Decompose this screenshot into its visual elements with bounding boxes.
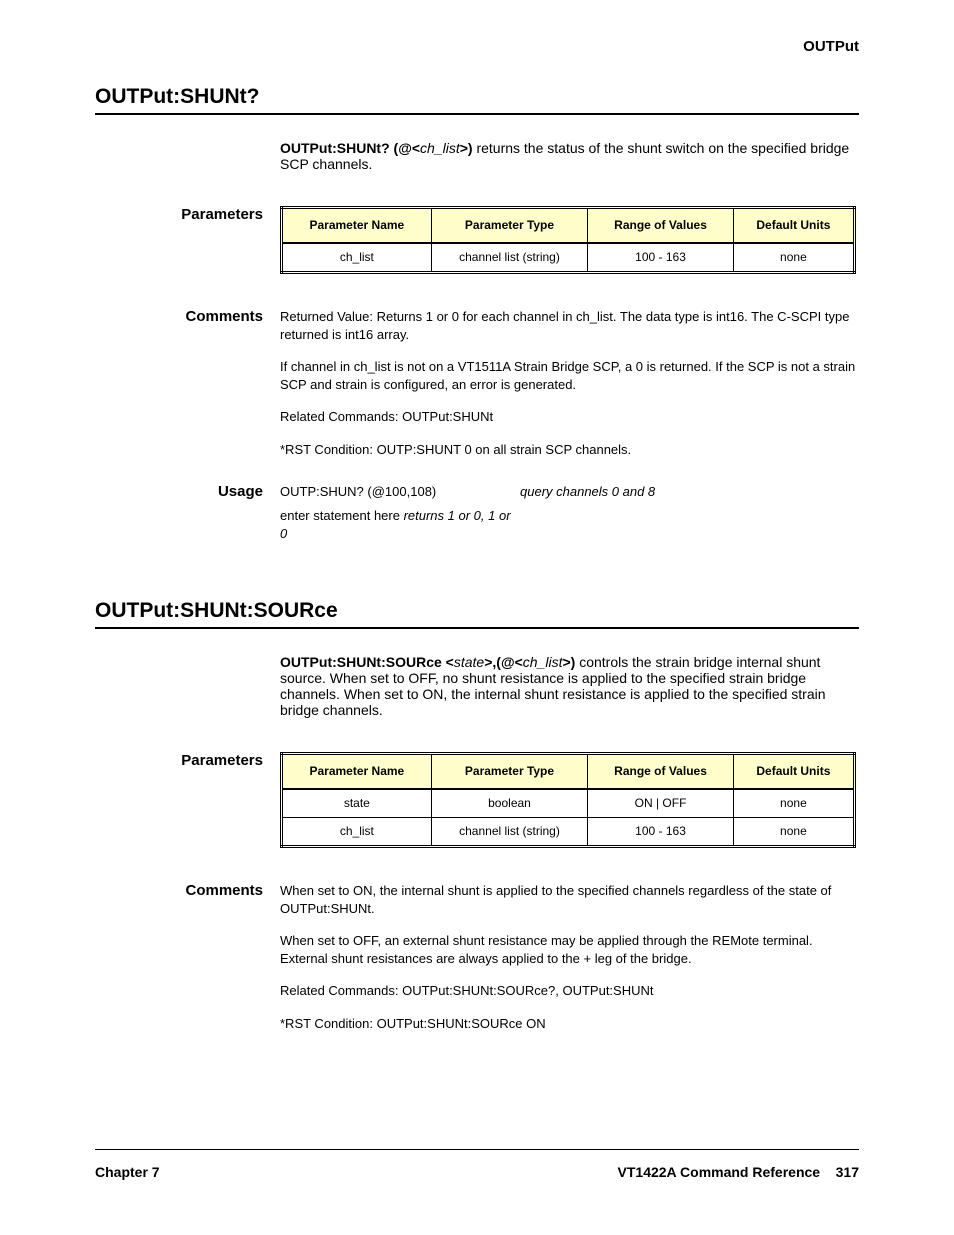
table-header: Default Units bbox=[733, 208, 854, 243]
table-header: Range of Values bbox=[588, 208, 734, 243]
usage-cmd: enter statement here returns 1 or 0, 1 o… bbox=[280, 507, 520, 543]
footer-right: VT1422A Command Reference 317 bbox=[618, 1164, 859, 1180]
usage-cmd: OUTP:SHUN? (@100,108) bbox=[280, 483, 520, 501]
footer-left: Chapter 7 bbox=[95, 1164, 160, 1180]
table-row: ch_list channel list (string) 100 - 163 … bbox=[282, 817, 855, 846]
table-header: Parameter Name bbox=[282, 754, 432, 789]
comment: If channel in ch_list is not on a VT1511… bbox=[280, 358, 859, 394]
table-row: ch_list channel list (string) 100 - 163 … bbox=[282, 243, 855, 272]
table-header: Parameter Type bbox=[431, 208, 588, 243]
comment: Related Commands: OUTPut:SHUNt:SOURce?, … bbox=[280, 982, 859, 1000]
page-footer: Chapter 7 VT1422A Command Reference 317 bbox=[95, 1164, 859, 1180]
comment: Returned Value: Returns 1 or 0 for each … bbox=[280, 308, 859, 344]
comments-1: Comments Returned Value: Returns 1 or 0 … bbox=[95, 308, 859, 473]
table-header: Default Units bbox=[733, 754, 854, 789]
command-title-2: OUTPut:SHUNt:SOURce bbox=[95, 599, 859, 629]
usage-desc: query channels 0 and 8 bbox=[520, 483, 859, 501]
usage-1: Usage OUTP:SHUN? (@100,108) query channe… bbox=[95, 483, 859, 550]
comment: *RST Condition: OUTPut:SHUNt:SOURce ON bbox=[280, 1015, 859, 1033]
table-header: Parameter Name bbox=[282, 208, 432, 243]
syntax-2: OUTPut:SHUNt:SOURce <state>,(@<ch_list>)… bbox=[280, 654, 859, 718]
comment: *RST Condition: OUTP:SHUNT 0 on all stra… bbox=[280, 441, 859, 459]
comments-2: Comments When set to ON, the internal sh… bbox=[95, 882, 859, 1047]
comment: When set to OFF, an external shunt resis… bbox=[280, 932, 859, 968]
comment: When set to ON, the internal shunt is ap… bbox=[280, 882, 859, 918]
parameters-1: Parameters Parameter Name Parameter Type… bbox=[95, 206, 859, 274]
comment: Related Commands: OUTPut:SHUNt bbox=[280, 408, 859, 426]
parameters-2: Parameters Parameter Name Parameter Type… bbox=[95, 752, 859, 847]
param-table-2: Parameter Name Parameter Type Range of V… bbox=[280, 752, 856, 847]
table-row: state boolean ON | OFF none bbox=[282, 789, 855, 817]
table-header: Range of Values bbox=[588, 754, 734, 789]
table-header: Parameter Type bbox=[431, 754, 588, 789]
header-subsystem: OUTPut bbox=[95, 38, 859, 55]
syntax-1: OUTPut:SHUNt? (@<ch_list>) returns the s… bbox=[280, 140, 859, 172]
command-title-1: OUTPut:SHUNt? bbox=[95, 85, 859, 115]
footer-rule bbox=[95, 1149, 859, 1150]
param-table-1: Parameter Name Parameter Type Range of V… bbox=[280, 206, 856, 274]
